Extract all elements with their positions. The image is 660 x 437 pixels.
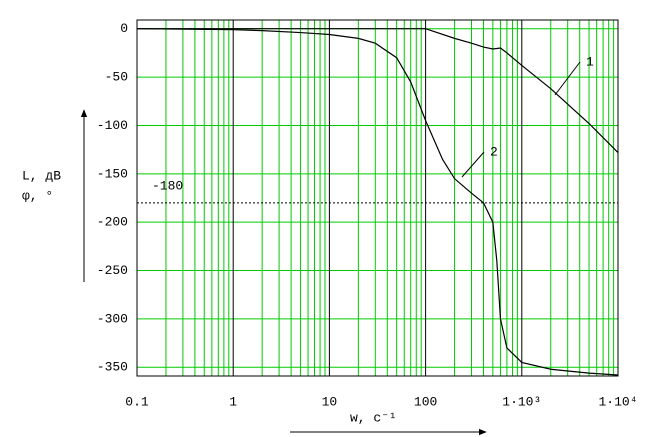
x-tick-label: 1 <box>229 394 237 409</box>
reference-label: -180 <box>152 178 183 193</box>
plot-area: 0 -50 -100 -150 -200 -250 -300 -350 0.1 1 10 100 1·1… <box>97 19 638 409</box>
x-label: w, c⁻¹ <box>350 410 397 425</box>
plot-frame <box>136 19 619 377</box>
y-label: L, дВ <box>22 168 61 183</box>
x-tick-label: 0.1 <box>125 394 149 409</box>
leader-line <box>554 61 581 96</box>
x-tick-label: 10 <box>322 394 338 409</box>
y-tick-label: -350 <box>97 360 128 375</box>
y-tick-label: -200 <box>97 215 128 230</box>
y-tick-label: -250 <box>97 263 128 278</box>
x-tick-label: 100 <box>414 394 437 409</box>
series-line <box>137 28 619 153</box>
y-label: φ, ° <box>22 188 53 203</box>
y-tick-label: -50 <box>105 70 128 85</box>
y-tick-label: 0 <box>120 21 128 36</box>
y-tick-label: -150 <box>97 166 128 181</box>
leader-line <box>461 151 485 178</box>
y-tick-label: -300 <box>97 311 128 326</box>
x-tick-label: 1·10⁴ <box>598 394 637 409</box>
series-label: 2 <box>490 144 498 159</box>
series-label: 1 <box>586 54 594 69</box>
x-tick-label: 1·10³ <box>502 394 541 409</box>
series-line <box>136 28 619 376</box>
y-tick-label: -100 <box>97 118 128 133</box>
